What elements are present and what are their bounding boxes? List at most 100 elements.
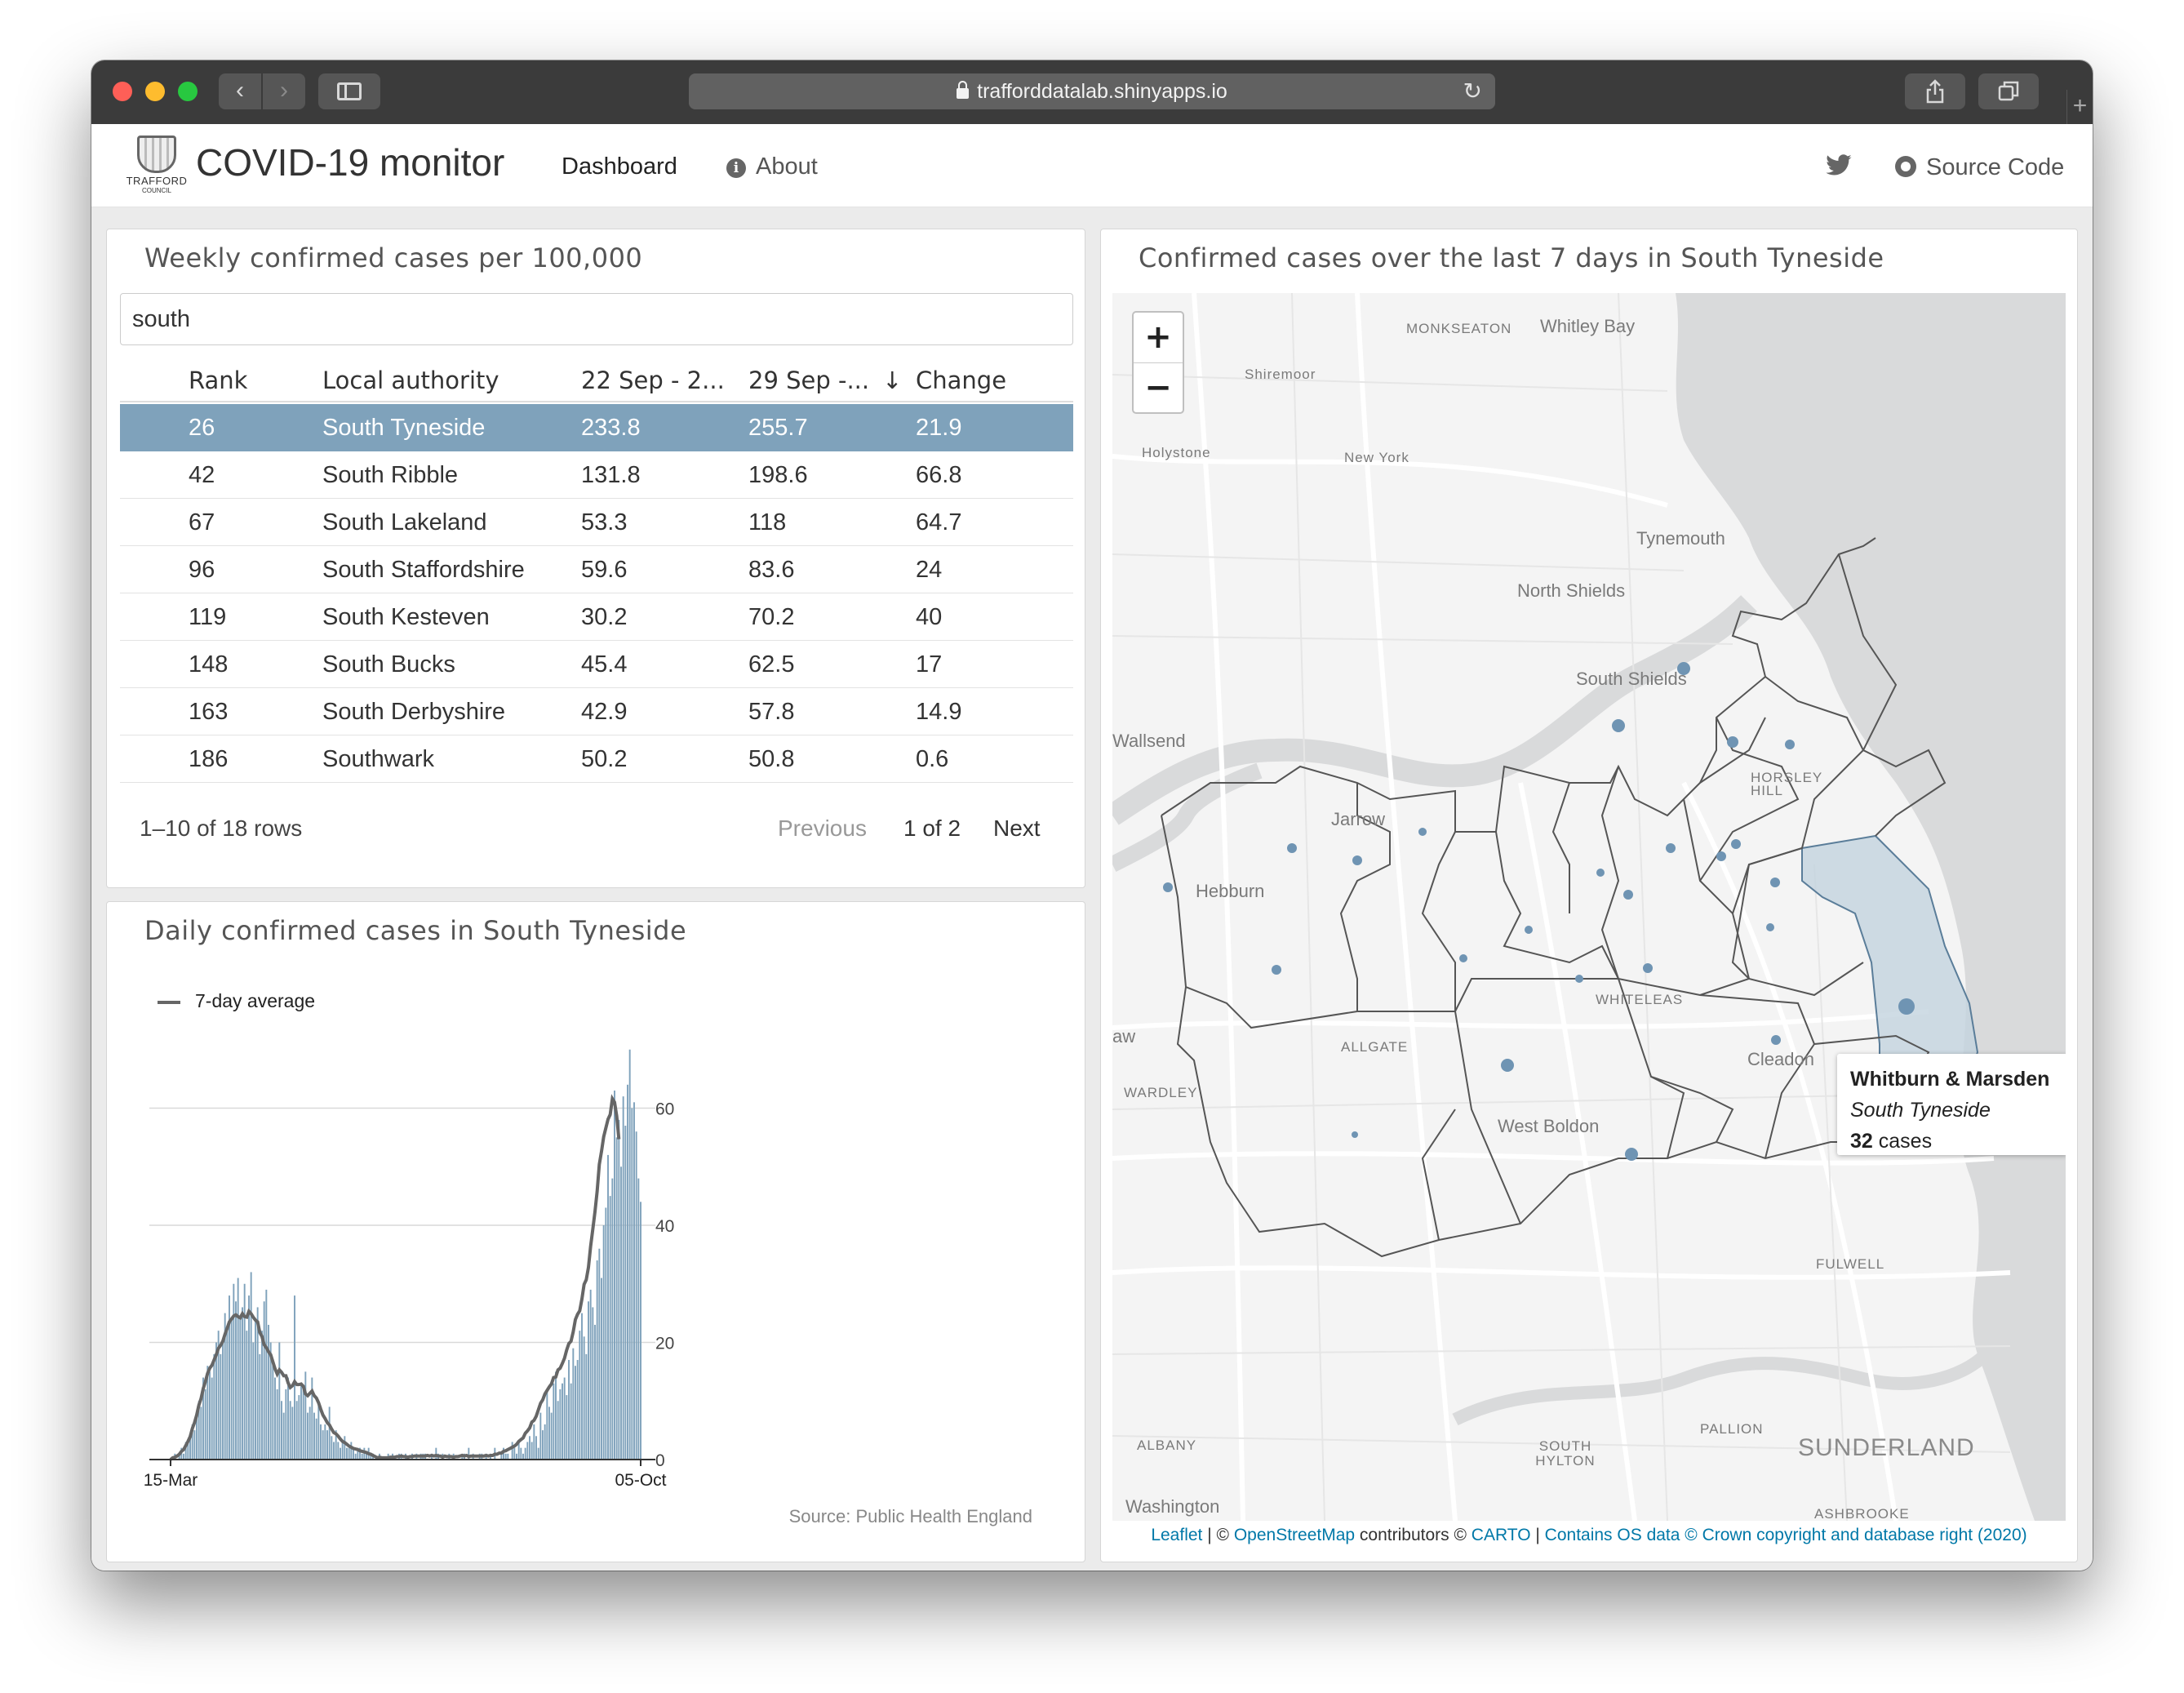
bar[interactable] <box>370 1453 372 1460</box>
bar[interactable] <box>555 1371 557 1460</box>
share-button[interactable] <box>1905 73 1965 109</box>
forward-button[interactable]: › <box>263 73 305 109</box>
bar[interactable] <box>235 1301 237 1460</box>
bar[interactable] <box>298 1395 300 1460</box>
bar[interactable] <box>328 1406 331 1460</box>
bar[interactable] <box>500 1453 503 1460</box>
bar[interactable] <box>211 1377 213 1460</box>
bar[interactable] <box>278 1342 281 1460</box>
bar[interactable] <box>611 1178 614 1460</box>
bar[interactable] <box>268 1324 269 1460</box>
bar[interactable] <box>530 1442 533 1460</box>
trafford-council-logo[interactable]: TRAFFORD COUNCIL <box>122 136 191 199</box>
bar[interactable] <box>622 1096 624 1460</box>
nav-dashboard[interactable]: Dashboard <box>562 153 677 180</box>
bar[interactable] <box>282 1412 285 1460</box>
bar[interactable] <box>533 1424 535 1460</box>
bar[interactable] <box>524 1447 526 1460</box>
col-header-week1[interactable]: 22 Sep - 2... <box>581 367 725 394</box>
bar[interactable] <box>568 1360 570 1460</box>
bar[interactable] <box>516 1453 517 1460</box>
bar[interactable] <box>263 1301 265 1460</box>
bar[interactable] <box>354 1453 357 1460</box>
app-title[interactable]: COVID-19 monitor <box>196 141 505 184</box>
bar[interactable] <box>230 1318 233 1460</box>
bar[interactable] <box>628 1049 631 1460</box>
bar[interactable] <box>200 1406 202 1460</box>
col-header-change[interactable]: Change <box>916 367 1007 394</box>
source-code-link[interactable]: Source Code <box>1895 153 2064 181</box>
bar[interactable] <box>359 1447 361 1460</box>
bar[interactable] <box>620 1166 622 1460</box>
bar[interactable] <box>237 1278 239 1460</box>
bar[interactable] <box>581 1313 583 1460</box>
bar[interactable] <box>585 1353 588 1460</box>
bar[interactable] <box>537 1447 539 1460</box>
bar[interactable] <box>331 1436 333 1460</box>
bar[interactable] <box>539 1412 542 1460</box>
cases-map[interactable]: MONKSEATON Whitley Bay Shiremoor Holysto… <box>1112 293 2066 1521</box>
bar[interactable] <box>324 1424 326 1460</box>
bar[interactable] <box>246 1331 248 1460</box>
bar[interactable] <box>337 1442 340 1460</box>
bar[interactable] <box>546 1389 548 1460</box>
bar[interactable] <box>209 1371 211 1460</box>
sidebar-toggle-button[interactable] <box>318 73 380 109</box>
bar[interactable] <box>287 1377 289 1460</box>
bar[interactable] <box>607 1154 609 1460</box>
zoom-window-button[interactable] <box>178 82 198 101</box>
bar[interactable] <box>193 1430 196 1460</box>
bar[interactable] <box>592 1307 594 1460</box>
bar[interactable] <box>198 1401 200 1460</box>
bar[interactable] <box>248 1295 250 1460</box>
table-row[interactable]: 186 Southwark 50.2 50.8 0.6 <box>120 735 1073 783</box>
bar[interactable] <box>202 1377 204 1460</box>
bar[interactable] <box>187 1442 189 1460</box>
bar[interactable] <box>206 1366 209 1460</box>
bar[interactable] <box>520 1447 522 1460</box>
bar[interactable] <box>184 1442 187 1460</box>
bar[interactable] <box>602 1225 605 1460</box>
carto-link[interactable]: CARTO <box>1471 1526 1531 1544</box>
zoom-in-button[interactable]: + <box>1134 313 1183 363</box>
bar[interactable] <box>302 1389 304 1460</box>
bar[interactable] <box>468 1447 470 1460</box>
bar[interactable] <box>633 1102 635 1460</box>
bar[interactable] <box>333 1442 335 1460</box>
bar[interactable] <box>544 1424 546 1460</box>
bar[interactable] <box>557 1401 559 1460</box>
bar[interactable] <box>635 1131 637 1460</box>
bar[interactable] <box>326 1430 328 1460</box>
bar[interactable] <box>317 1401 320 1460</box>
bar[interactable] <box>291 1406 294 1460</box>
bar[interactable] <box>204 1389 206 1460</box>
bar[interactable] <box>366 1453 367 1460</box>
table-row[interactable]: 42 South Ribble 131.8 198.6 66.8 <box>120 451 1073 499</box>
bar[interactable] <box>513 1447 516 1460</box>
bar[interactable] <box>311 1377 313 1460</box>
bar[interactable] <box>215 1342 217 1460</box>
bar[interactable] <box>563 1377 566 1460</box>
pagination-previous[interactable]: Previous <box>778 815 867 841</box>
bar[interactable] <box>589 1289 592 1460</box>
search-input[interactable] <box>120 293 1073 345</box>
twitter-icon[interactable] <box>1825 153 1853 178</box>
bar[interactable] <box>353 1447 354 1460</box>
bar[interactable] <box>272 1360 274 1460</box>
bar[interactable] <box>183 1453 184 1460</box>
bar[interactable] <box>631 1108 633 1460</box>
col-header-week2[interactable]: 29 Sep -... ↓ <box>748 357 902 404</box>
bar[interactable] <box>575 1366 576 1460</box>
bar[interactable] <box>598 1248 601 1460</box>
bar[interactable] <box>242 1307 243 1460</box>
minimize-window-button[interactable] <box>145 82 165 101</box>
bar[interactable] <box>614 1090 615 1460</box>
bar[interactable] <box>289 1401 291 1460</box>
bar[interactable] <box>535 1436 537 1460</box>
bar[interactable] <box>583 1336 585 1460</box>
bar[interactable] <box>269 1342 272 1460</box>
leaflet-link[interactable]: Leaflet <box>1151 1526 1203 1544</box>
bar[interactable] <box>553 1383 555 1460</box>
bar[interactable] <box>281 1401 282 1460</box>
bar[interactable] <box>261 1331 263 1460</box>
